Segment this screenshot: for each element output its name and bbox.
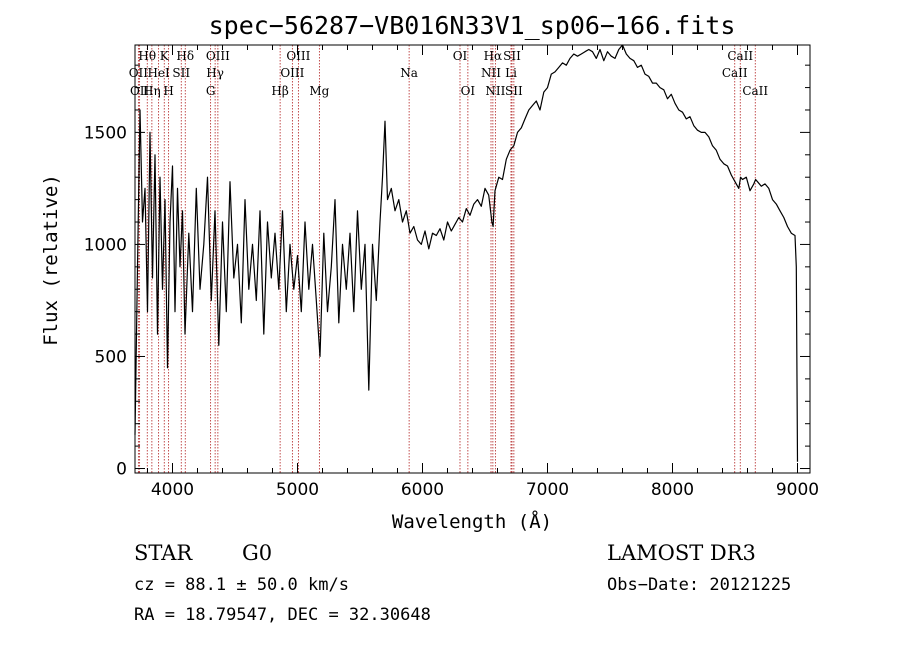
- spectrum-trace: [134, 44, 799, 462]
- line-label-14: OIII: [280, 66, 304, 80]
- x-tick-label-1: 5000: [276, 480, 319, 500]
- x-tick-label-3: 7000: [526, 480, 569, 500]
- line-label-11: G: [206, 84, 216, 98]
- y-tick-label-1: 500: [95, 347, 127, 367]
- line-label-20: NII: [481, 66, 501, 80]
- survey-label: LAMOST DR3: [607, 541, 756, 565]
- line-label-21: NII: [485, 84, 505, 98]
- y-tick-label-2: 1000: [84, 235, 127, 255]
- spectrum-trace-layer: [134, 44, 799, 462]
- x-tick-label-4: 8000: [651, 480, 694, 500]
- y-tick-label-0: 0: [116, 460, 127, 480]
- chart-title: spec−56287−VB016N33V1_sp06−166.fits: [209, 11, 736, 40]
- line-label-27: CaII: [742, 84, 768, 98]
- line-label-7: Hδ: [176, 49, 194, 63]
- line-label-10: Hγ: [206, 66, 224, 80]
- line-label-6: H: [163, 84, 173, 98]
- line-label-12: Hβ: [271, 84, 288, 98]
- x-tick-label-0: 4000: [151, 480, 194, 500]
- spectral-line-markers: [137, 45, 756, 473]
- line-label-1: OII: [129, 66, 149, 80]
- line-label-4: HeI: [147, 66, 170, 80]
- redshift-velocity: cz = 88.1 ± 50.0 km/s: [134, 575, 349, 595]
- y-axis-label: Flux (relative): [40, 174, 62, 346]
- line-label-8: SII: [172, 66, 190, 80]
- y-tick-label-3: 1500: [84, 123, 127, 143]
- line-label-9: OIII: [206, 49, 230, 63]
- x-axis-label: Wavelength (Å): [392, 510, 552, 533]
- line-label-24: SII: [505, 84, 523, 98]
- line-label-16: Na: [400, 66, 418, 80]
- line-label-2: OII: [130, 84, 150, 98]
- line-label-18: OI: [461, 84, 476, 98]
- observation-date: Obs−Date: 20121225: [607, 575, 791, 595]
- ra-dec-coordinates: RA = 18.79547, DEC = 32.30648: [134, 605, 431, 625]
- line-label-19: Hα: [484, 49, 503, 63]
- x-tick-label-5: 9000: [776, 480, 819, 500]
- object-class: STAR: [134, 541, 193, 565]
- line-label-5: K: [160, 49, 170, 63]
- line-label-13: OIII: [286, 49, 310, 63]
- object-subclass: G0: [242, 541, 272, 565]
- line-label-23: Li: [505, 66, 517, 80]
- line-label-17: OI: [453, 49, 468, 63]
- axis-ticks: 4000 5000 6000 7000 8000 9000 0 500 1000 1500: [84, 45, 819, 500]
- line-label-26: CaII: [722, 66, 748, 80]
- line-label-0: Hθ: [138, 49, 156, 63]
- line-label-3: Hη: [143, 84, 161, 98]
- line-label-22: SII: [503, 49, 521, 63]
- line-label-25: CaII: [727, 49, 753, 63]
- x-tick-label-2: 6000: [401, 480, 444, 500]
- line-label-15: Mg: [309, 84, 329, 98]
